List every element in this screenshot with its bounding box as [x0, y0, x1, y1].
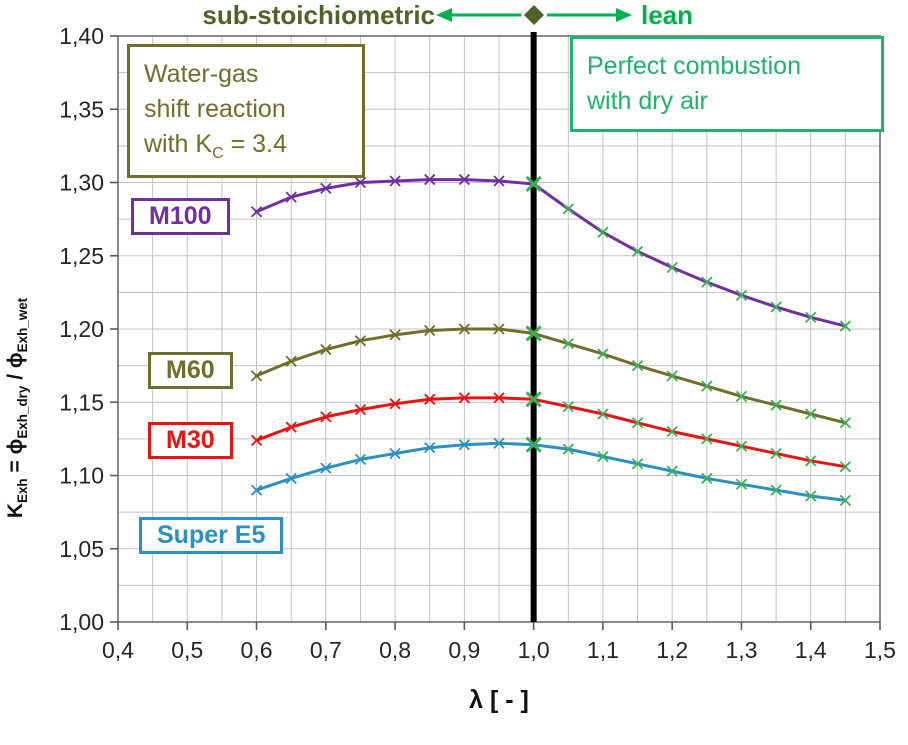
label-m100: M100 [131, 198, 230, 235]
left-arrowhead-icon [436, 8, 452, 22]
svg-text:1,00: 1,00 [59, 609, 104, 635]
label-m30: M30 [148, 422, 233, 459]
sub-stoichiometric-label: sub-stoichiometric [202, 0, 435, 30]
label-m60: M60 [148, 352, 233, 389]
water-gas-note-line2: shift reaction [144, 95, 286, 123]
svg-text:1,5: 1,5 [864, 637, 896, 663]
y-axis-title: KExh = ϕExh_dry / ϕExh_wet [4, 297, 31, 519]
lean-label: lean [641, 0, 694, 30]
water-gas-note: Water-gas shift reaction with KC = 3.4 [127, 44, 365, 179]
svg-text:1,35: 1,35 [59, 96, 104, 122]
svg-text:1,25: 1,25 [59, 243, 104, 269]
svg-text:0,4: 0,4 [102, 637, 134, 663]
water-gas-note-line1: Water-gas [144, 60, 259, 88]
svg-text:1,30: 1,30 [59, 170, 104, 196]
direction-arrows [436, 5, 632, 25]
svg-text:0,5: 0,5 [171, 637, 203, 663]
svg-text:1,10: 1,10 [59, 463, 104, 489]
svg-text:1,2: 1,2 [656, 637, 688, 663]
svg-text:1,0: 1,0 [518, 637, 550, 663]
series-m100 [250, 173, 852, 332]
water-gas-note-line3: with KC = 3.4 [144, 130, 287, 162]
svg-text:1,40: 1,40 [59, 23, 104, 49]
label-super-e5: Super E5 [139, 517, 284, 554]
svg-text:0,7: 0,7 [310, 637, 342, 663]
perfect-combustion-line2: with dry air [587, 87, 708, 115]
svg-text:0,8: 0,8 [379, 637, 411, 663]
svg-text:1,4: 1,4 [795, 637, 827, 663]
svg-text:0,9: 0,9 [448, 637, 480, 663]
series-m30 [250, 391, 852, 473]
svg-text:1,15: 1,15 [59, 389, 104, 415]
axis-ticks-and-labels: 0,4 0,5 0,6 0,7 0,8 0,9 1,0 1,1 1,2 1,3 1,4 1,5 1,00… [59, 23, 896, 663]
svg-text:1,3: 1,3 [725, 637, 757, 663]
svg-text:1,05: 1,05 [59, 536, 104, 562]
svg-text:1,1: 1,1 [587, 637, 619, 663]
perfect-combustion-note: Perfect combustion with dry air [570, 36, 884, 132]
svg-text:1,20: 1,20 [59, 316, 104, 342]
right-arrowhead-icon [616, 8, 632, 22]
series-m60 [250, 323, 852, 429]
perfect-combustion-line1: Perfect combustion [587, 52, 801, 80]
x-axis-title: λ [ - ] [469, 686, 529, 714]
data-series [250, 173, 852, 507]
series-super-e5 [250, 436, 852, 507]
diamond-icon [524, 5, 544, 25]
svg-text:0,6: 0,6 [241, 637, 273, 663]
